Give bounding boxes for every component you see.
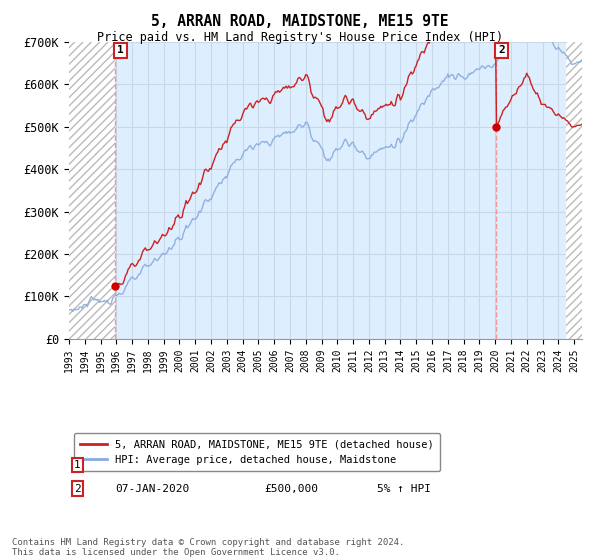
Text: 5, ARRAN ROAD, MAIDSTONE, ME15 9TE: 5, ARRAN ROAD, MAIDSTONE, ME15 9TE <box>151 14 449 29</box>
Text: 2: 2 <box>74 484 81 494</box>
Legend: 5, ARRAN ROAD, MAIDSTONE, ME15 9TE (detached house), HPI: Average price, detache: 5, ARRAN ROAD, MAIDSTONE, ME15 9TE (deta… <box>74 433 440 471</box>
Text: Contains HM Land Registry data © Crown copyright and database right 2024.
This d: Contains HM Land Registry data © Crown c… <box>12 538 404 557</box>
Bar <box>69 42 115 339</box>
Bar <box>566 42 582 339</box>
Text: 5% ↑ HPI: 5% ↑ HPI <box>377 484 431 494</box>
Text: Price paid vs. HM Land Registry's House Price Index (HPI): Price paid vs. HM Land Registry's House … <box>97 31 503 44</box>
Text: 07-JAN-2020: 07-JAN-2020 <box>115 484 190 494</box>
Text: 16% ↑ HPI: 16% ↑ HPI <box>377 460 437 470</box>
Text: 1: 1 <box>74 460 81 470</box>
Text: 21-NOV-1995: 21-NOV-1995 <box>115 460 190 470</box>
Text: 2: 2 <box>498 45 505 55</box>
Text: 1: 1 <box>117 45 124 55</box>
Text: £500,000: £500,000 <box>264 484 318 494</box>
Text: £125,000: £125,000 <box>264 460 318 470</box>
